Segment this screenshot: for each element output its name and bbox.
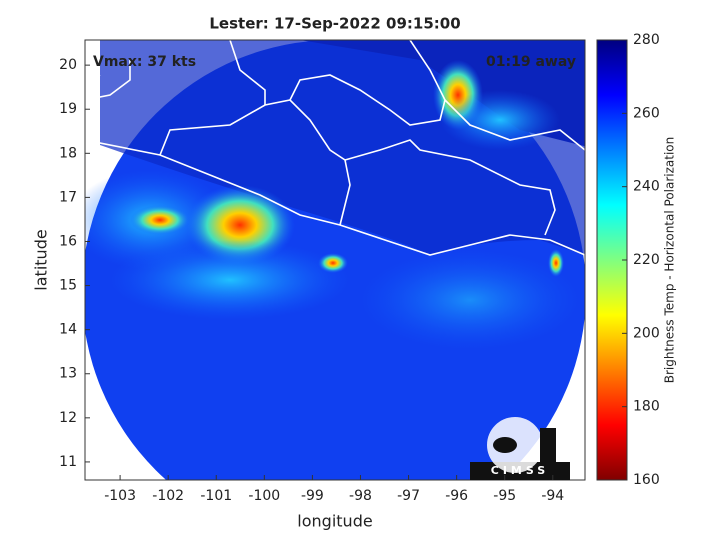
colorbar-tick-label: 260: [633, 105, 660, 121]
y-tick-label: 14: [59, 322, 77, 338]
colorbar-tick-label: 220: [633, 252, 660, 268]
annotation: 01:19 away: [486, 54, 576, 70]
y-tick-label: 16: [59, 233, 77, 249]
cloud: [318, 253, 348, 273]
y-tick-label: 13: [59, 366, 77, 382]
logo-text: CIMSS: [491, 464, 549, 477]
x-axis-label: longitude: [297, 512, 372, 531]
y-tick-label: 18: [59, 145, 77, 161]
x-tick-label: -94: [541, 488, 564, 504]
coastlines: [85, 40, 585, 256]
y-tick-label: 19: [59, 101, 77, 117]
cloud: [110, 240, 350, 320]
y-tick-label: 20: [59, 57, 77, 73]
y-tick-label: 12: [59, 410, 77, 426]
chart-title: Lester: 17-Sep-2022 09:15:00: [209, 15, 460, 33]
swath: [85, 40, 585, 480]
cloud: [130, 205, 190, 235]
colorbar-tick-label: 280: [633, 32, 660, 48]
colorbar-tick-label: 180: [633, 399, 660, 415]
x-tick-label: -99: [301, 488, 324, 504]
colorbar-label: Brightness Temp - Horizontal Polarizatio…: [663, 137, 677, 384]
logo: CIMSS: [470, 417, 570, 480]
x-tick-label: -97: [397, 488, 420, 504]
x-tick-label: -103: [104, 488, 136, 504]
x-tick-label: -95: [493, 488, 516, 504]
x-tick-label: -96: [445, 488, 468, 504]
y-tick-label: 17: [59, 189, 77, 205]
y-tick-label: 15: [59, 278, 77, 294]
cloud: [360, 250, 580, 350]
colorbar-tick-label: 160: [633, 472, 660, 488]
colorbar-tick-label: 200: [633, 325, 660, 341]
x-tick-label: -101: [200, 488, 232, 504]
y-axis-label: latitude: [32, 229, 51, 290]
annotation: Vmax: 37 kts: [93, 54, 196, 70]
colorbar-tick-label: 240: [633, 179, 660, 195]
y-tick-label: 11: [59, 454, 77, 470]
cloud: [440, 90, 560, 150]
axes-frame: [84, 39, 586, 481]
x-tick-label: -100: [248, 488, 280, 504]
x-tick-label: -102: [152, 488, 184, 504]
x-tick-label: -98: [349, 488, 372, 504]
